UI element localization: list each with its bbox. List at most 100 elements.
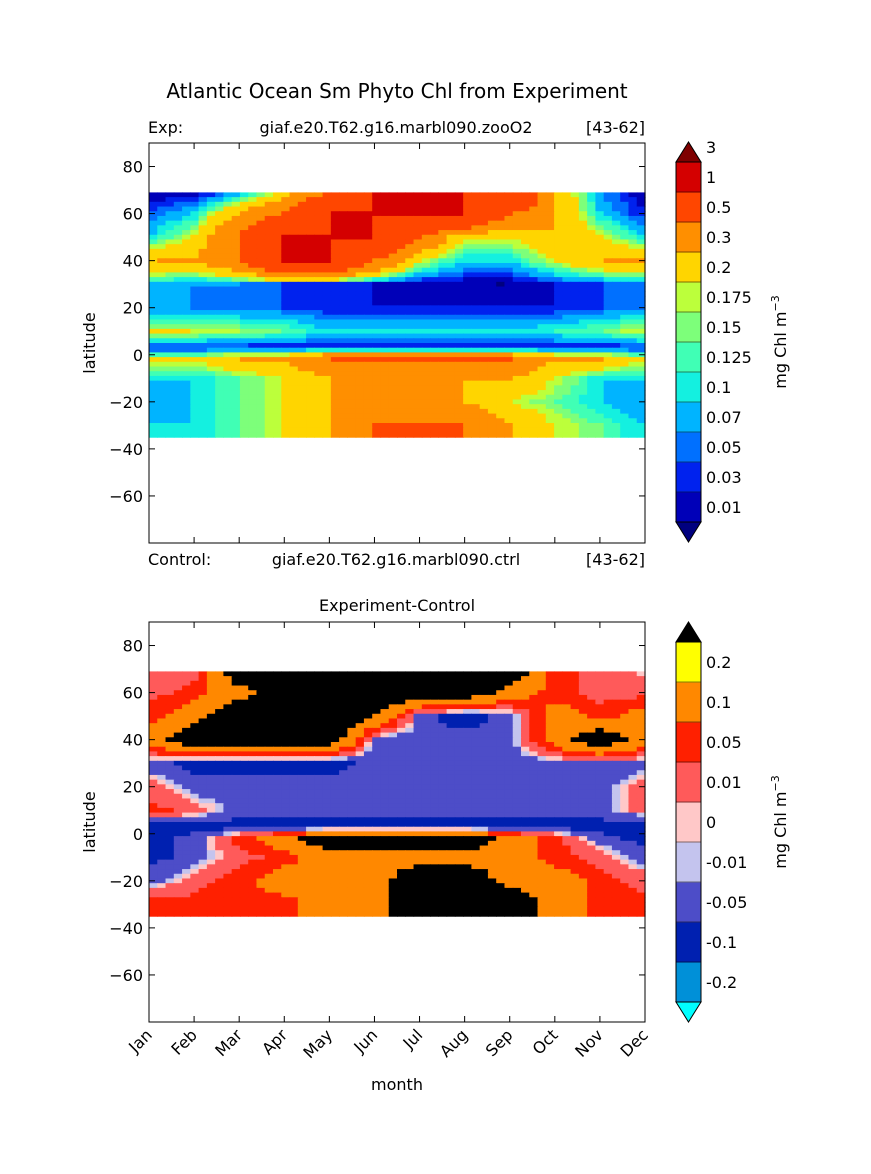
heatmap-cell [306,765,315,771]
heatmap-cell [521,423,530,429]
heatmap-cell [372,211,382,217]
heatmap-cell [496,234,506,241]
heatmap-cell [562,751,572,757]
heatmap-cell [256,234,266,241]
heatmap-cell [504,784,514,790]
heatmap-cell [611,760,621,767]
heatmap-cell [504,197,514,203]
heatmap-cell [421,201,431,208]
heatmap-cell [397,779,406,785]
heatmap-cell [504,723,514,729]
heatmap-cell [314,253,324,259]
colorbar-extend-max [675,141,702,163]
heatmap-cell [545,192,555,198]
heatmap-cell [413,267,423,274]
heatmap-cell [215,328,224,335]
heatmap-cell [273,258,282,264]
heatmap-cell [157,727,167,734]
heatmap-cell [281,333,291,339]
heatmap-cell [628,324,638,330]
heatmap-cell [471,319,481,325]
heatmap-cell [339,404,348,410]
heatmap-cell [198,197,208,203]
heatmap-cell [239,746,249,753]
heatmap-cell [264,371,274,377]
heatmap-cell [206,737,216,743]
heatmap-cell [587,404,596,410]
heatmap-cell [603,694,613,701]
heatmap-cell [537,277,547,283]
heatmap-cell [314,704,324,710]
heatmap-cell [463,737,472,743]
heatmap-cell [256,206,266,212]
heatmap-cell [611,352,621,358]
heatmap-cell [587,347,596,354]
heatmap-cell [521,784,530,790]
heatmap-cell [454,314,464,321]
heatmap-cell [413,192,423,198]
heatmap-cell [380,352,390,358]
heatmap-cell [421,751,431,757]
heatmap-cell [537,685,547,691]
heatmap-cell [512,225,522,231]
heatmap-cell [372,310,382,316]
heatmap-cell [487,371,497,377]
heatmap-cell [165,427,175,434]
heatmap-cell [554,319,563,325]
heatmap-cell [413,272,423,278]
heatmap-cell [611,803,621,809]
heatmap-cell [620,291,630,297]
heatmap-cell [198,751,208,757]
heatmap-cell [182,723,191,729]
heatmap-cell [273,310,282,316]
heatmap-cell [521,286,530,292]
heatmap-cell [165,211,175,217]
heatmap-cell [562,704,572,710]
heatmap-cell [397,742,406,748]
heatmap-cell [347,704,357,710]
heatmap-cell [496,225,506,231]
heatmap-cell [446,390,456,396]
heatmap-cell [215,272,224,278]
heatmap-cell [521,727,530,734]
heatmap-cell [521,253,530,259]
heatmap-cell [545,343,555,349]
heatmap-cell [355,793,365,800]
heatmap-cell [165,704,175,710]
heatmap-cell [347,239,357,245]
heatmap-cell [595,324,605,330]
heatmap-cell [281,671,291,677]
heatmap-cell [372,319,382,325]
heatmap-cell [562,244,572,250]
heatmap-cell [149,324,158,330]
heatmap-cell [512,432,522,438]
heatmap-cell [620,685,630,691]
heatmap-cell [554,361,563,368]
heatmap-cell [438,676,448,682]
heatmap-cell [628,206,638,212]
heatmap-cell [454,281,464,288]
heatmap-cell [397,803,406,809]
heatmap-cell [578,390,588,396]
heatmap-cell [363,737,373,743]
heatmap-cell [182,685,191,691]
heatmap-cell [405,328,415,335]
heatmap-cell [521,427,530,434]
heatmap-cell [504,789,514,795]
heatmap-cell [562,394,572,401]
heatmap-cell [587,253,596,259]
heatmap-cell [438,699,448,705]
heatmap-cell [190,709,200,715]
heatmap-cell [620,779,630,785]
heatmap-cell [397,751,406,757]
heatmap-cell [521,756,530,762]
heatmap-cell [504,390,514,396]
heatmap-cell [521,385,530,391]
heatmap-cell [620,230,630,236]
heatmap-cell [537,680,547,687]
heatmap-cell [454,694,464,701]
heatmap-cell [306,732,315,738]
heatmap-cell [330,366,340,372]
heatmap-cell [611,258,621,264]
heatmap-cell [239,699,249,705]
